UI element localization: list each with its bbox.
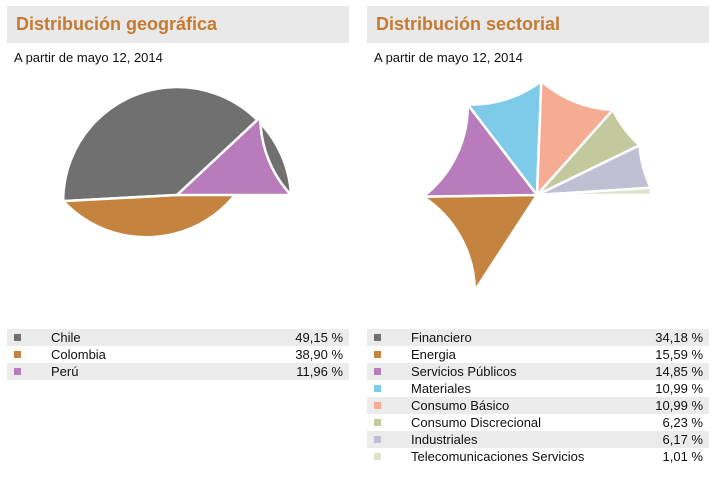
geographic-panel: Distribución geográfica A partir de mayo… [7,6,349,380]
sector-legend-row: Consumo Discrecional 6,23 % [367,414,709,431]
legend-value: 1,01 % [662,449,703,464]
legend-value: 34,18 % [655,330,703,345]
sector-legend-row: Energia 15,59 % [367,346,709,363]
sector-subtitle: A partir de mayo 12, 2014 [374,50,523,65]
legend-swatch [374,436,381,443]
sector-slice-energia [421,193,539,292]
sector-legend-row: Financiero 34,18 % [367,329,709,346]
legend-value: 14,85 % [655,364,703,379]
legend-swatch [14,351,21,358]
legend-value: 11,96 % [296,364,343,379]
sector-slice-telecomunicaciones-servicios [535,186,653,197]
sector-pie-area [367,65,709,321]
sector-legend-row: Telecomunicaciones Servicios 1,01 % [367,448,709,465]
legend-swatch [374,419,381,426]
geographic-legend-row: Perú 11,96 % [7,363,349,380]
legend-value: 38,90 % [295,347,343,362]
geographic-subtitle: A partir de mayo 12, 2014 [14,50,163,65]
legend-swatch [374,351,381,358]
legend-label: Telecomunicaciones Servicios [411,449,585,464]
legend-label: Energia [411,347,456,362]
legend-value: 6,17 % [662,432,703,447]
legend-swatch [374,453,381,460]
legend-swatch [374,334,381,341]
sector-legend-row: Industriales 6,17 % [367,431,709,448]
legend-swatch [14,334,21,341]
legend-label: Financiero [411,330,472,345]
sector-slice-servicios-publicos [421,103,539,198]
sector-panel: Distribución sectorial A partir de mayo … [367,6,709,464]
sector-legend: Financiero 34,18 % Energia 15,59 % Servicios… [367,329,709,465]
geographic-title: Distribución geográfica [7,6,349,43]
geographic-legend-row: Colombia 38,90 % [7,346,349,363]
legend-value: 6,23 % [662,415,703,430]
geographic-pie-chart [61,85,293,239]
legend-label: Consumo Básico [411,398,510,413]
legend-label: Consumo Discrecional [411,415,542,430]
legend-swatch [14,368,21,375]
legend-swatch [374,368,381,375]
geographic-slice-peru [175,115,293,197]
geographic-pie-area [7,65,349,321]
legend-swatch [374,402,381,409]
legend-value: 10,99 % [655,381,703,396]
legend-swatch [374,385,381,392]
sector-legend-row: Servicios Públicos 14,85 % [367,363,709,380]
legend-value: 15,59 % [655,347,703,362]
legend-label: Industriales [411,432,478,447]
legend-label: Servicios Públicos [411,364,517,379]
legend-label: Colombia [51,347,106,362]
sector-legend-row: Materiales 10,99 % [367,380,709,397]
sector-title: Distribución sectorial [367,6,709,43]
legend-value: 10,99 % [655,398,703,413]
sector-pie-chart [421,79,653,292]
legend-label: Chile [51,330,81,345]
legend-label: Perú [51,364,79,379]
legend-value: 49,15 % [295,330,343,345]
legend-label: Materiales [411,381,471,396]
geographic-legend-row: Chile 49,15 % [7,329,349,346]
sector-legend-row: Consumo Básico 10,99 % [367,397,709,414]
geographic-legend: Chile 49,15 % Colombia 38,90 % Perú 11,96 % [7,329,349,380]
